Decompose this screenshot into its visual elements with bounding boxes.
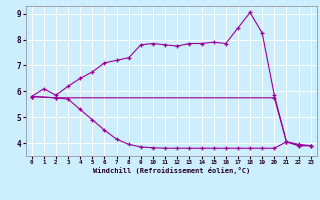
X-axis label: Windchill (Refroidissement éolien,°C): Windchill (Refroidissement éolien,°C) [92, 167, 250, 174]
